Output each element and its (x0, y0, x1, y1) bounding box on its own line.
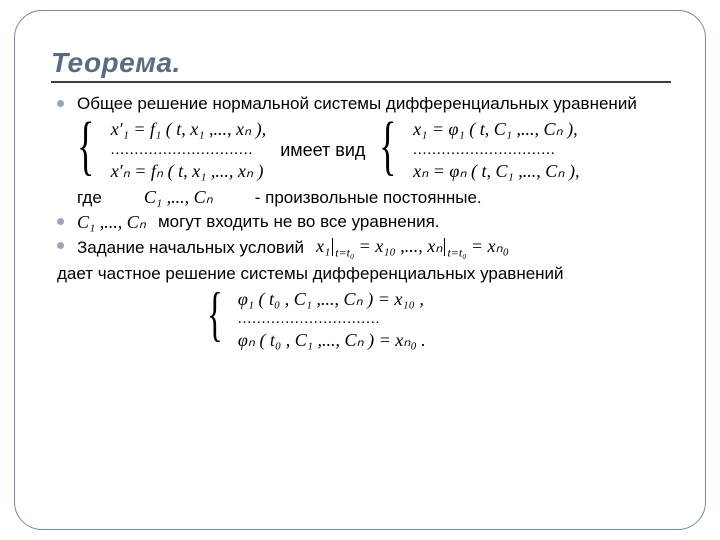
where-row: где C₁ ,..., Cₙ - произвольные постоянны… (77, 186, 675, 209)
bullet2-text: могут входить не во все уравнения. (158, 211, 440, 232)
system-b: { x₁ = φ₁ ( t, C₁ ,..., Cₙ ), ..........… (379, 116, 579, 184)
ic-b-rhs: = xₙ₀ (471, 236, 509, 256)
bullet2-math: C₁ ,..., Cₙ (77, 211, 146, 234)
ic-a-rhs: = x₁₀ ,..., (359, 236, 423, 256)
bullet-1-text: Общее решение нормальной системы диффере… (77, 94, 637, 113)
bullet3-pre: Задание начальных условий (77, 237, 304, 258)
where-post: - произвольные постоянные. (225, 187, 482, 208)
initial-conditions: x₁ t=t₀ = x₁₀ ,..., xₙ t=t₀ = xₙ₀ (316, 235, 509, 261)
sysC-line1: φ₁ ( t₀ , C₁ ,..., Cₙ ) = x₁₀ , (238, 288, 426, 311)
where-label: где (77, 187, 102, 208)
bullet-1: Общее решение нормальной системы диффере… (57, 93, 675, 209)
sysC-dots: .............................. (238, 310, 426, 329)
slide-title: Теорема. (51, 47, 671, 79)
bullet-3: Задание начальных условий x₁ t=t₀ = x₁₀ ,… (57, 235, 675, 261)
sysB-line1: x₁ = φ₁ ( t, C₁ ,..., Cₙ ), (413, 118, 579, 141)
sysA-line3: x′ₙ = fₙ ( t, x₁ ,..., xₙ ) (111, 160, 267, 183)
ic-a-lhs: x₁ (316, 236, 330, 256)
brace-icon: { (77, 116, 94, 184)
has-form-label: имеет вид (276, 139, 369, 162)
slide-frame: Теорема. Общее решение нормальной систем… (14, 10, 706, 530)
sysC-line3: φₙ ( t₀ , C₁ ,..., Cₙ ) = xₙ₀ . (238, 329, 426, 352)
eval-bar-icon (332, 238, 333, 256)
brace-icon: { (207, 286, 223, 354)
ic-sub-a: t=t₀ (335, 246, 354, 260)
after-text: дает частное решение системы дифференциа… (57, 263, 675, 284)
sysB-dots: .............................. (413, 141, 579, 160)
sysA-dots: .............................. (111, 141, 267, 160)
sysA-line1: x′₁ = f₁ ( t, x₁ ,..., xₙ ), (111, 118, 267, 141)
brace-icon: { (379, 116, 396, 184)
ic-b-lhs: xₙ (427, 236, 442, 256)
equation-row-1: { x′₁ = f₁ ( t, x₁ ,..., xₙ ), .........… (77, 116, 675, 184)
constants-math: C₁ ,..., Cₙ (114, 186, 213, 209)
content: Общее решение нормальной системы диффере… (57, 93, 675, 354)
bullet-2: C₁ ,..., Cₙ могут входить не во все урав… (57, 211, 675, 234)
eval-bar-icon (444, 238, 445, 256)
system-a: { x′₁ = f₁ ( t, x₁ ,..., xₙ ), .........… (77, 116, 266, 184)
sysB-line3: xₙ = φₙ ( t, C₁ ,..., Cₙ ), (413, 160, 579, 183)
system-c: { φ₁ ( t₀ , C₁ ,..., Cₙ ) = x₁₀ , ......… (207, 286, 675, 354)
title-block: Теорема. (51, 47, 671, 83)
title-rule (51, 81, 671, 83)
ic-sub-b: t=t₀ (447, 246, 466, 260)
